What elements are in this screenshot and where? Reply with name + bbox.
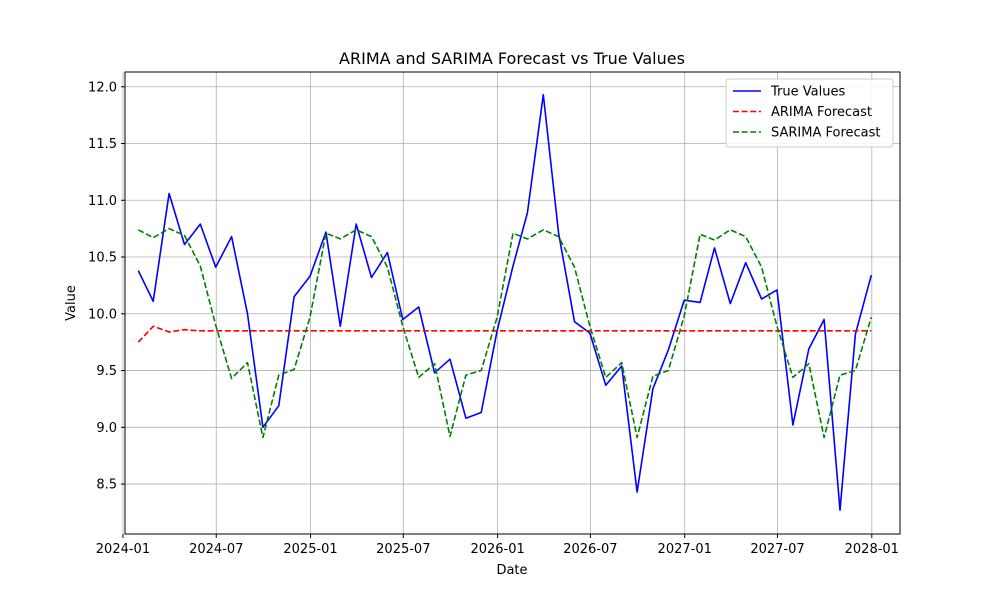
legend-label-sarima-forecast: SARIMA Forecast: [771, 126, 881, 141]
y-axis-ticks: 8.5 9.0 9.5 10.0 10.5 11.0 11.5 12.0: [88, 80, 125, 493]
y-tick-label: 9.5: [96, 364, 117, 379]
series-line-sarima-forecast: [137, 227, 873, 439]
legend: True Values ARIMA Forecast SARIMA Forecast: [725, 78, 894, 148]
x-tick-label: 2025-07: [376, 542, 430, 557]
grid: [122, 72, 900, 534]
x-tick-label: 2026-01: [470, 542, 524, 557]
plot-frame: [124, 71, 901, 535]
x-tick-label: 2027-07: [750, 542, 804, 557]
y-tick-label: 8.5: [96, 478, 117, 493]
y-tick-label: 10.0: [88, 307, 117, 322]
legend-box: [725, 78, 894, 148]
x-tick-label: 2027-01: [658, 542, 712, 557]
legend-label-arima-forecast: ARIMA Forecast: [771, 105, 872, 120]
series-line-true-values: [137, 93, 873, 512]
x-tick-label: 2026-07: [563, 542, 617, 557]
y-tick-label: 12.0: [88, 80, 117, 95]
x-axis-label: Date: [496, 563, 527, 578]
series-lines: [137, 93, 873, 512]
series-line-arima-forecast: [137, 325, 872, 343]
legend-label-true-values: True Values: [770, 85, 845, 100]
x-tick-label: 2028-01: [845, 542, 899, 557]
y-tick-label: 10.5: [88, 251, 117, 266]
y-tick-label: 9.0: [96, 421, 117, 436]
y-tick-label: 11.0: [88, 194, 117, 209]
x-tick-label: 2024-01: [96, 542, 150, 557]
x-tick-label: 2025-01: [283, 542, 337, 557]
y-axis-label: Value: [64, 285, 79, 321]
x-axis-ticks: 2024-01 2024-07 2025-01 2025-07 2026-01 2026-…: [96, 534, 899, 557]
y-tick-label: 11.5: [88, 137, 117, 152]
x-tick-label: 2024-07: [189, 542, 243, 557]
chart-title: ARIMA and SARIMA Forecast vs True Values: [339, 49, 685, 68]
